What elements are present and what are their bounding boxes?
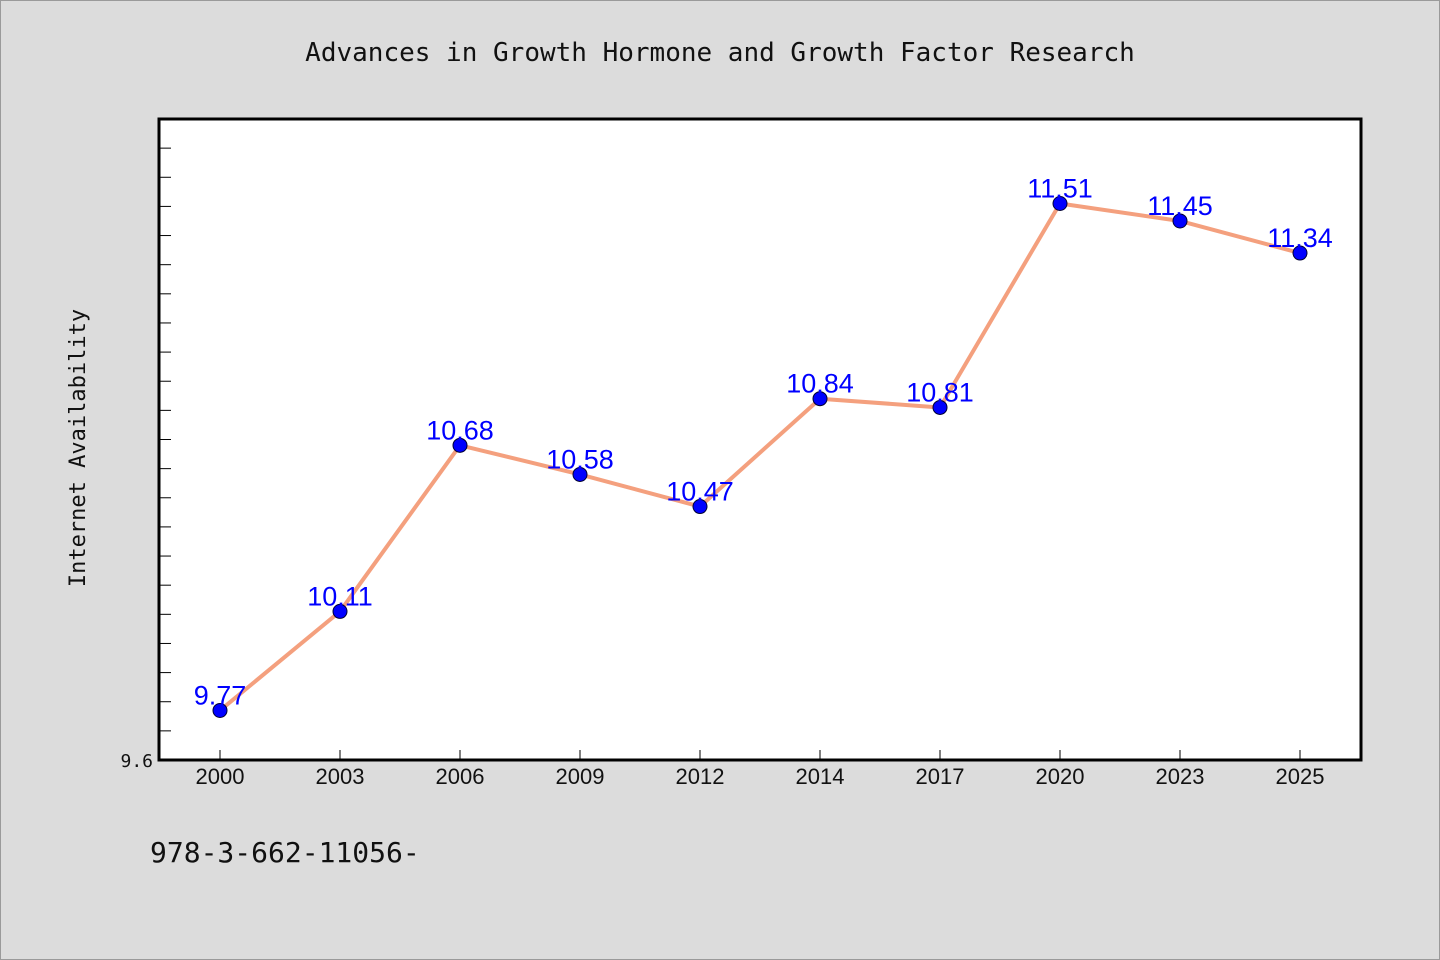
y-axis-label: Internet Availability — [66, 309, 91, 587]
x-tick-label: 2009 — [556, 764, 605, 789]
data-point-marker — [212, 702, 228, 718]
data-label: 11.34 — [1267, 223, 1333, 253]
x-tick-label: 2003 — [316, 764, 365, 789]
data-label: 10.84 — [786, 369, 854, 399]
data-label: 11.45 — [1147, 191, 1213, 221]
data-point-marker — [812, 391, 828, 407]
x-tick-label: 2025 — [1276, 764, 1325, 789]
chart-title: Advances in Growth Hormone and Growth Fa… — [305, 38, 1135, 68]
x-tick-label: 2017 — [916, 764, 965, 789]
data-point-marker — [1292, 245, 1308, 261]
data-label: 9.77 — [194, 680, 247, 710]
series-line — [218, 201, 1302, 713]
data-point-marker — [572, 466, 588, 482]
data-label: 10.68 — [426, 415, 494, 445]
x-tick-label: 2000 — [196, 764, 245, 789]
data-point-marker — [692, 499, 708, 515]
x-tick-label: 2014 — [796, 764, 845, 789]
data-label: 10.58 — [546, 444, 614, 474]
data-label: 10.11 — [307, 581, 373, 611]
data-point-marker — [1052, 195, 1068, 211]
data-label: 11.51 — [1027, 173, 1093, 203]
data-point-marker — [332, 603, 348, 619]
data-point-marker — [932, 399, 948, 415]
plot-area — [157, 117, 1363, 762]
y-tick-label: 9.6 — [120, 751, 153, 772]
data-point-marker — [452, 437, 468, 453]
data-label: 10.81 — [906, 377, 974, 407]
series-layer: 9.77 10.11 10.68 10.58 10.47 10.84 10.81 11.51 1… — [194, 173, 1333, 718]
footer-text: 978-3-662-11056- — [150, 836, 420, 869]
data-point-marker — [1172, 213, 1188, 229]
x-tick-label: 2006 — [436, 764, 485, 789]
x-tick-label: 2020 — [1036, 764, 1085, 789]
x-tick-label: 2023 — [1156, 764, 1205, 789]
y-axis-ticks: 9.6 — [120, 147, 171, 772]
x-tick-label: 2012 — [676, 764, 725, 789]
data-label: 10.47 — [666, 477, 734, 507]
x-axis-ticks: 2000 2003 2006 2009 2012 2014 2017 2020 2023 2025 — [196, 750, 1325, 789]
